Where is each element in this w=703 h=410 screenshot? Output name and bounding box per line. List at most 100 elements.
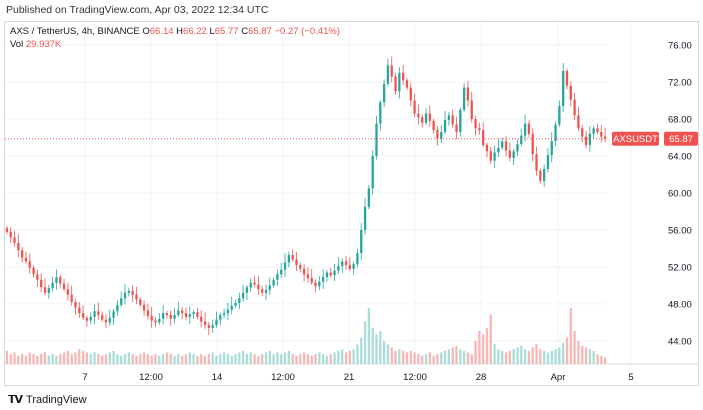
- candle-body: [70, 294, 73, 303]
- volume-bar: [158, 355, 161, 364]
- volume-bar: [184, 354, 188, 364]
- candle-body: [581, 128, 584, 137]
- candle-body: [146, 310, 150, 316]
- low-value: 65.77: [214, 26, 239, 37]
- candle-body: [390, 65, 393, 77]
- volume-bar: [573, 331, 576, 364]
- candle-body: [413, 100, 416, 114]
- price-badge: [664, 131, 698, 146]
- y-tick-label: 68.00: [668, 115, 692, 126]
- volume-bar: [291, 354, 294, 364]
- volume-bar: [261, 354, 264, 364]
- candle-body: [108, 317, 111, 323]
- volume-bar: [341, 349, 344, 364]
- volume-bar: [127, 352, 130, 364]
- volume-bar: [344, 352, 348, 364]
- candle-body: [432, 120, 435, 131]
- volume-bar: [196, 355, 199, 364]
- x-tick-label: 28: [476, 372, 487, 383]
- volume-bar: [337, 350, 340, 364]
- volume-bar: [413, 352, 416, 364]
- candle-body: [43, 287, 47, 293]
- volume-bar: [504, 352, 508, 364]
- candle-body: [546, 155, 550, 169]
- volume-bar: [55, 355, 58, 364]
- candle-body: [131, 290, 134, 295]
- candle-body: [329, 272, 332, 276]
- volume-bar: [169, 354, 172, 364]
- candle-body: [310, 278, 313, 283]
- candle-body: [135, 294, 138, 300]
- volume-bar: [21, 354, 24, 364]
- candle-body: [104, 319, 108, 323]
- candle-body: [241, 292, 245, 299]
- volume-bar: [520, 345, 523, 364]
- candle-body: [348, 265, 351, 269]
- symbol-name: AXS / TetherUS, 4h, BINANCE: [10, 26, 140, 37]
- candle-body: [272, 279, 275, 286]
- symbol-legend: AXS / TetherUS, 4h, BINANCE O66.14 H66.2…: [10, 26, 340, 37]
- volume-bar: [348, 350, 351, 364]
- volume-bar: [577, 340, 580, 364]
- volume-bar: [253, 354, 256, 364]
- candle-body: [485, 144, 489, 152]
- volume-bar: [417, 354, 420, 364]
- candle-body: [405, 80, 409, 88]
- volume-bar: [402, 350, 405, 364]
- candle-body: [542, 168, 546, 181]
- low-label: L: [209, 26, 215, 37]
- volume-bar: [508, 350, 511, 364]
- x-tick-label: 12:00: [403, 372, 427, 383]
- candle-body: [462, 87, 466, 110]
- candle-body: [123, 292, 127, 299]
- candle-body: [234, 302, 237, 306]
- candle-body: [596, 128, 599, 132]
- volume-bar: [104, 354, 108, 364]
- volume-bar: [596, 354, 599, 364]
- volume-value: 29.937K: [25, 39, 62, 50]
- footer: 𝗧𝗩 TradingView: [8, 393, 87, 407]
- candle-body: [603, 136, 607, 139]
- volume-bar: [188, 352, 191, 364]
- volume-bar: [485, 327, 489, 364]
- volume-bar: [501, 350, 504, 364]
- candle-body: [493, 152, 496, 161]
- y-tick-label: 60.00: [668, 189, 692, 200]
- candle-body: [287, 254, 290, 263]
- candle-body: [51, 282, 54, 289]
- x-tick-label: 5: [628, 372, 633, 383]
- candle-body: [322, 277, 325, 282]
- candle-body: [535, 154, 538, 171]
- candle-body: [497, 147, 500, 153]
- x-tick-label: 12:00: [271, 372, 295, 383]
- candle-body: [165, 313, 169, 316]
- candle-body: [127, 290, 130, 293]
- volume-bar: [17, 355, 20, 364]
- symbol-badge: [612, 131, 659, 146]
- candle-body: [169, 315, 172, 319]
- candle-body: [74, 302, 77, 308]
- volume-bar: [150, 355, 153, 364]
- open-label: O: [142, 26, 150, 37]
- volume-bar: [565, 337, 569, 364]
- volume-bar: [142, 352, 146, 364]
- candle-body: [382, 83, 386, 103]
- volume-bar: [135, 355, 138, 364]
- volume-bar: [398, 349, 401, 364]
- volume-bar: [257, 355, 260, 364]
- candle-body: [501, 141, 504, 148]
- x-tick-label: Apr: [551, 372, 566, 383]
- volume-bar: [390, 347, 393, 364]
- volume-bar: [462, 350, 466, 364]
- candle-body: [181, 310, 184, 314]
- candle-body: [81, 313, 85, 318]
- candle-body: [276, 274, 279, 280]
- volume-bar: [440, 352, 443, 364]
- candle-body: [367, 188, 371, 207]
- y-tick-label: 48.00: [668, 299, 692, 310]
- volume-bar: [470, 354, 473, 364]
- volume-bar: [245, 354, 249, 364]
- volume-bar: [283, 352, 287, 364]
- candle-body: [13, 237, 16, 243]
